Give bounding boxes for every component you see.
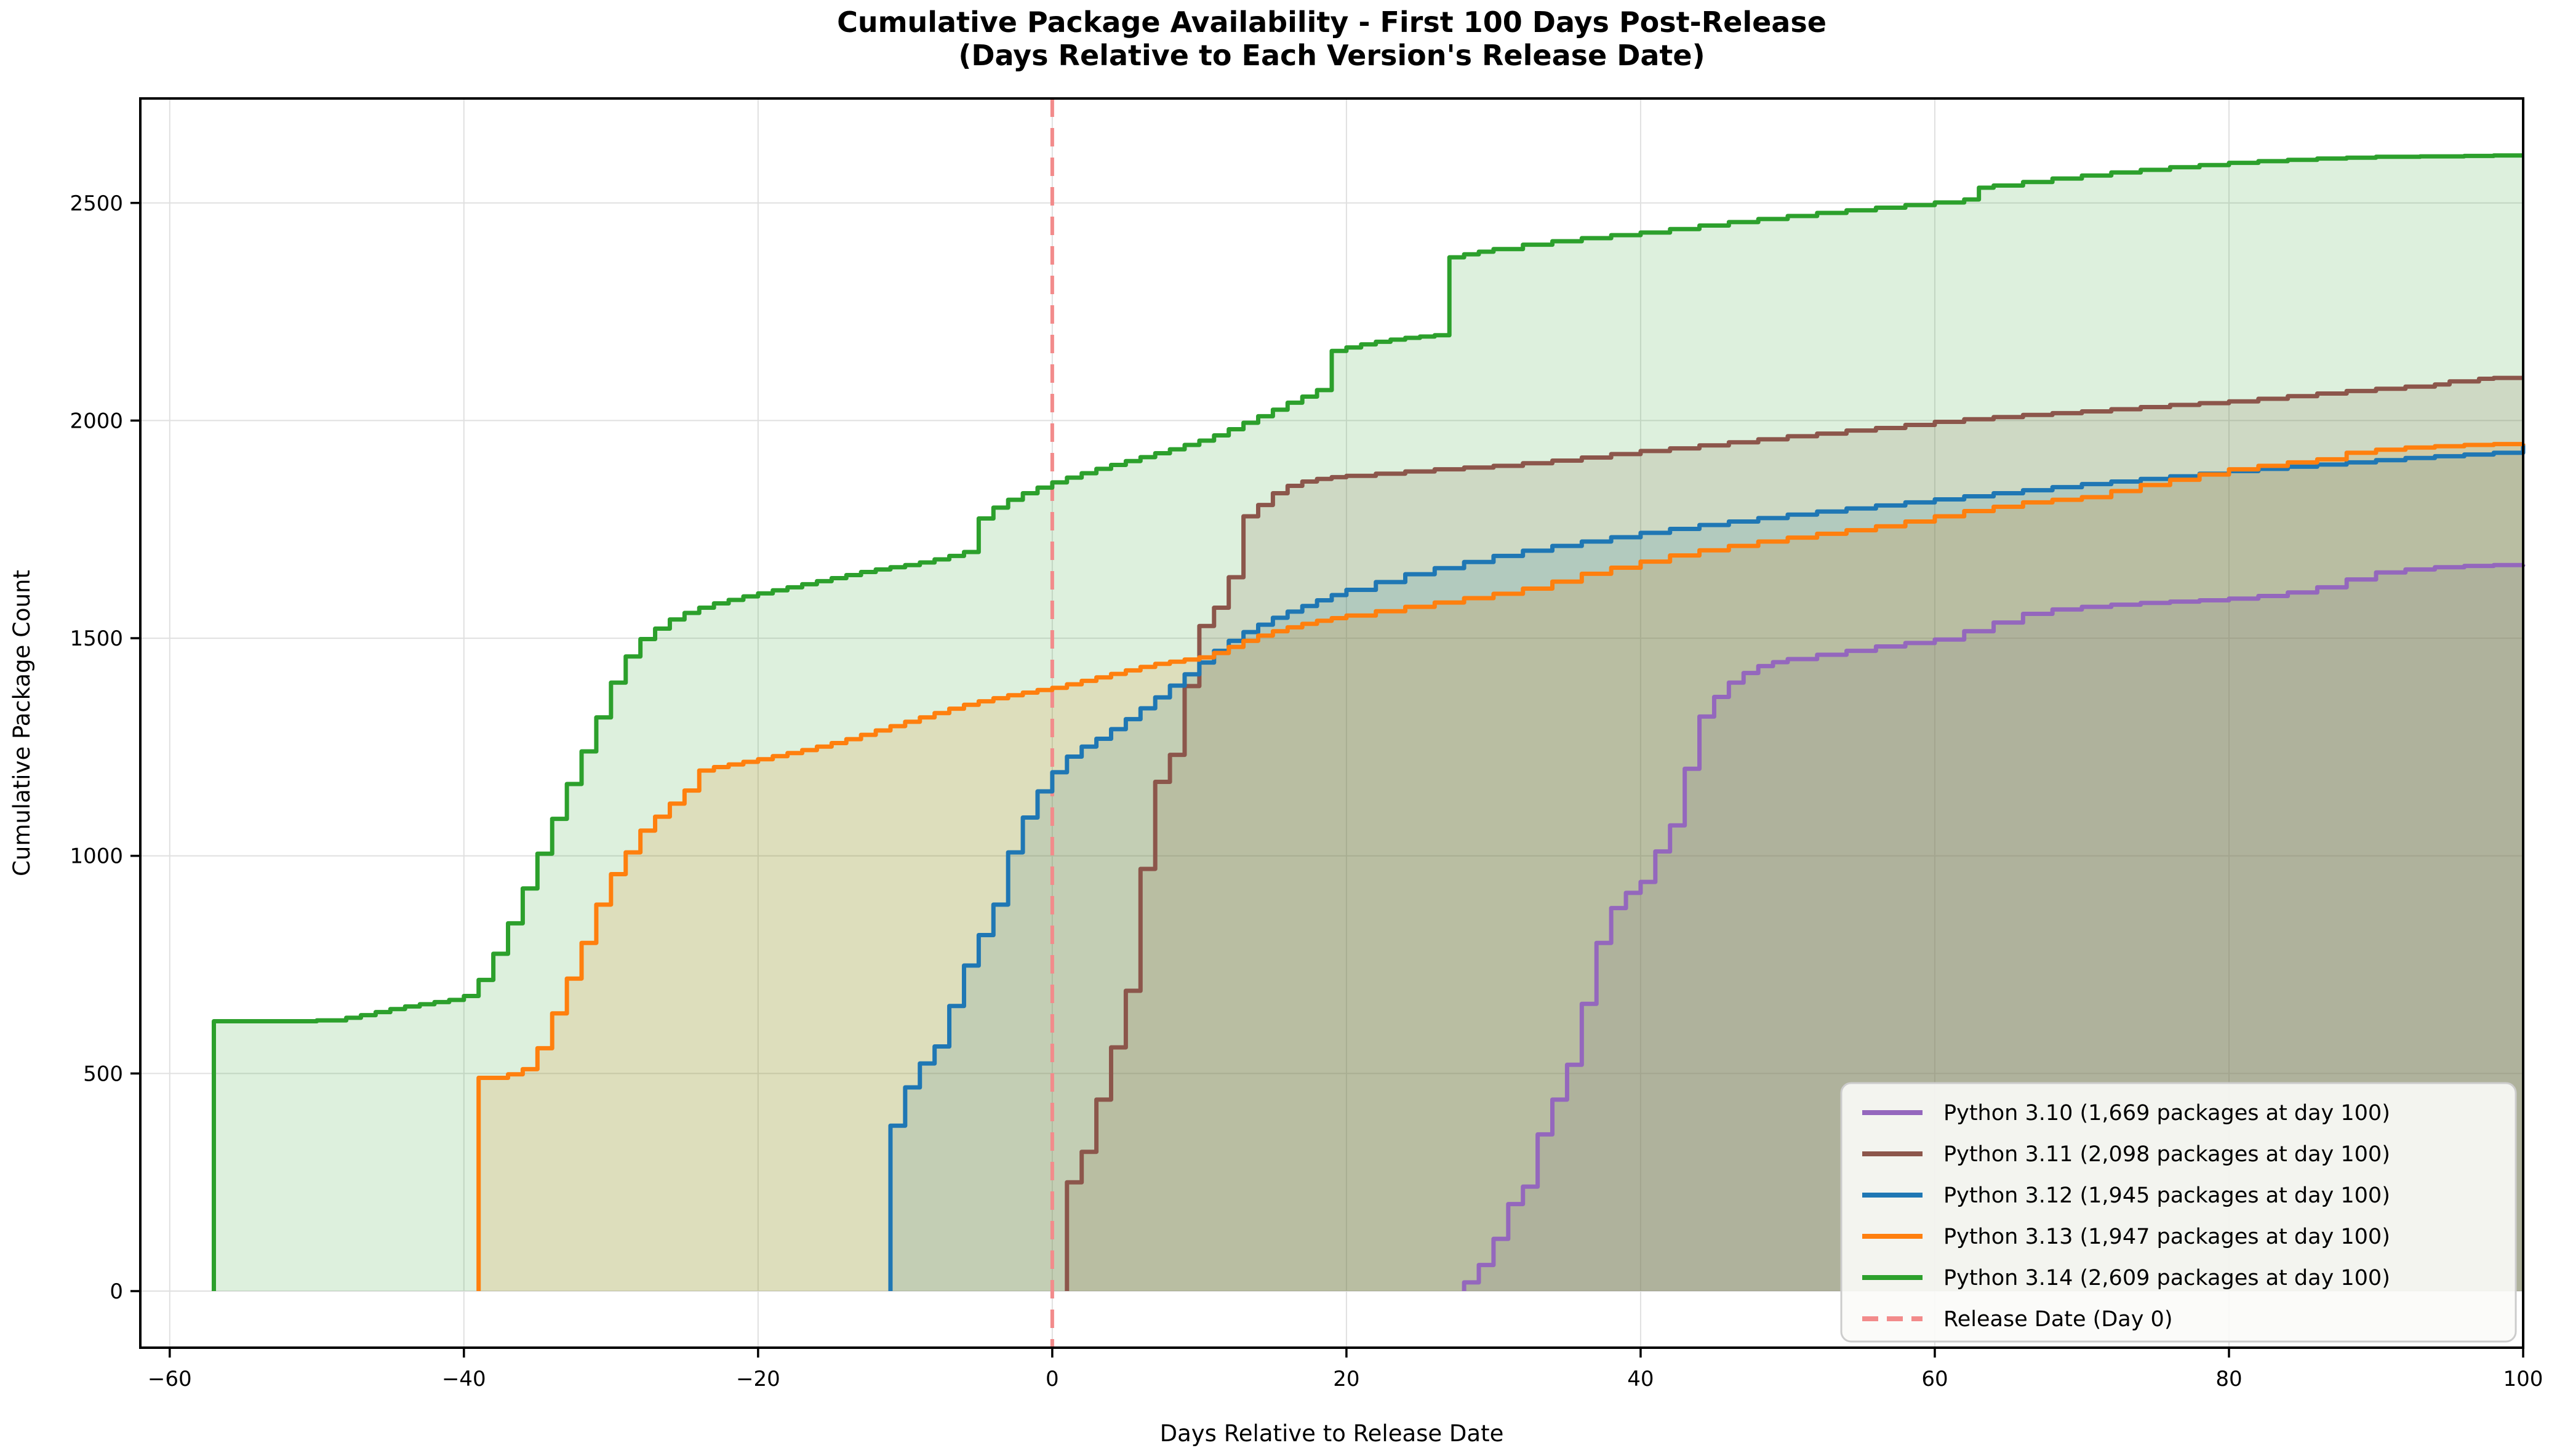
y-tick-label: 1000	[70, 844, 123, 869]
series-line-python-3-14	[212, 153, 2523, 1292]
x-tick-label: 0	[1046, 1367, 1059, 1391]
legend-label-4: Python 3.14 (2,609 packages at day 100)	[1943, 1266, 2390, 1290]
series-line-python-3-10	[1462, 562, 2526, 1292]
x-tick-label: −60	[148, 1367, 192, 1391]
tick-marks-and-labels: −60 −40 −20 0 20 40 60 80 1000500100015002000250…	[70, 191, 2543, 1391]
y-axis-label: Cumulative Package Count	[9, 570, 35, 876]
y-tick-label: 2000	[70, 409, 123, 433]
axes	[139, 97, 2524, 1349]
x-tick-label: −40	[442, 1367, 486, 1391]
series-lines	[212, 153, 2526, 1292]
y-tick-label: 0	[110, 1279, 123, 1304]
legend-label-3: Python 3.13 (1,947 packages at day 100)	[1943, 1225, 2390, 1249]
legend: Python 3.10 (1,669 packages at day 100) P…	[1840, 1082, 2517, 1343]
legend-label-0: Python 3.10 (1,669 packages at day 100)	[1943, 1101, 2390, 1126]
x-tick-label: 20	[1333, 1367, 1359, 1391]
y-tick-label: 500	[83, 1062, 123, 1086]
y-tick-label: 2500	[70, 191, 123, 216]
y-tick-label: 1500	[70, 626, 123, 651]
legend-box	[1840, 1082, 2517, 1343]
plot-border	[139, 97, 2524, 1349]
legend-label-5: Release Date (Day 0)	[1943, 1307, 2172, 1332]
x-tick-label: 100	[2503, 1367, 2543, 1391]
chart-title-line2: (Days Relative to Each Version's Release…	[958, 39, 1705, 72]
x-tick-label: 80	[2215, 1367, 2242, 1391]
legend-label-2: Python 3.12 (1,945 packages at day 100)	[1943, 1183, 2390, 1208]
x-tick-label: −20	[736, 1367, 780, 1391]
x-tick-label: 60	[1921, 1367, 1948, 1391]
series-fill-python-3-14	[214, 155, 2524, 1292]
x-axis-label: Days Relative to Release Date	[1160, 1420, 1504, 1447]
chart-title-line1: Cumulative Package Availability - First …	[837, 6, 1827, 39]
series-fill-python-3-12	[890, 444, 2524, 1292]
series-line-python-3-11	[1065, 375, 2523, 1292]
series-fill-python-3-13	[478, 443, 2523, 1292]
x-tick-label: 40	[1627, 1367, 1654, 1391]
series-line-python-3-13	[476, 442, 2526, 1292]
series-line-python-3-12	[888, 444, 2526, 1292]
legend-label-1: Python 3.11 (2,098 packages at day 100)	[1943, 1142, 2390, 1167]
